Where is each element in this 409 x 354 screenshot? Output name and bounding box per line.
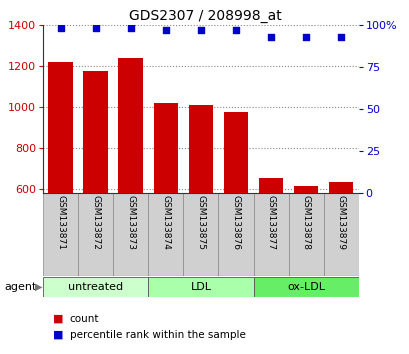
Point [232,27,239,33]
Bar [288,193,323,276]
Point [162,27,169,33]
Bar [153,103,178,193]
Bar [43,193,78,276]
Bar [218,193,253,276]
Bar [148,193,183,276]
Bar [258,178,283,193]
Text: ox-LDL: ox-LDL [286,282,324,292]
Point [57,25,64,31]
Text: GSM133873: GSM133873 [126,195,135,250]
Bar [83,71,108,193]
Bar [118,58,143,193]
Text: GSM133872: GSM133872 [91,195,100,250]
Bar [183,193,218,276]
Point [267,34,274,39]
Text: agent: agent [4,282,36,292]
Text: GSM133874: GSM133874 [161,195,170,250]
Point [127,25,134,31]
Text: GSM133877: GSM133877 [266,195,275,250]
Bar [188,105,213,193]
Bar [48,62,73,193]
Text: ■: ■ [53,330,64,339]
Bar [78,193,113,276]
Text: LDL: LDL [190,282,211,292]
Point [197,27,204,33]
Text: GSM133878: GSM133878 [301,195,310,250]
Text: count: count [70,314,99,324]
Text: ■: ■ [53,314,64,324]
Point [302,34,309,39]
Text: GSM133875: GSM133875 [196,195,205,250]
Text: GSM133871: GSM133871 [56,195,65,250]
Bar [43,277,148,297]
Bar [253,277,358,297]
Text: percentile rank within the sample: percentile rank within the sample [70,330,245,339]
Bar [328,182,353,193]
Text: GDS2307 / 208998_at: GDS2307 / 208998_at [128,9,281,23]
Bar [323,193,358,276]
Point [92,25,99,31]
Bar [113,193,148,276]
Text: ▶: ▶ [35,282,43,292]
Bar [148,277,253,297]
Bar [293,186,318,193]
Text: GSM133876: GSM133876 [231,195,240,250]
Bar [223,112,248,193]
Bar [253,193,288,276]
Text: untreated: untreated [68,282,123,292]
Text: GSM133879: GSM133879 [336,195,345,250]
Point [337,34,344,39]
